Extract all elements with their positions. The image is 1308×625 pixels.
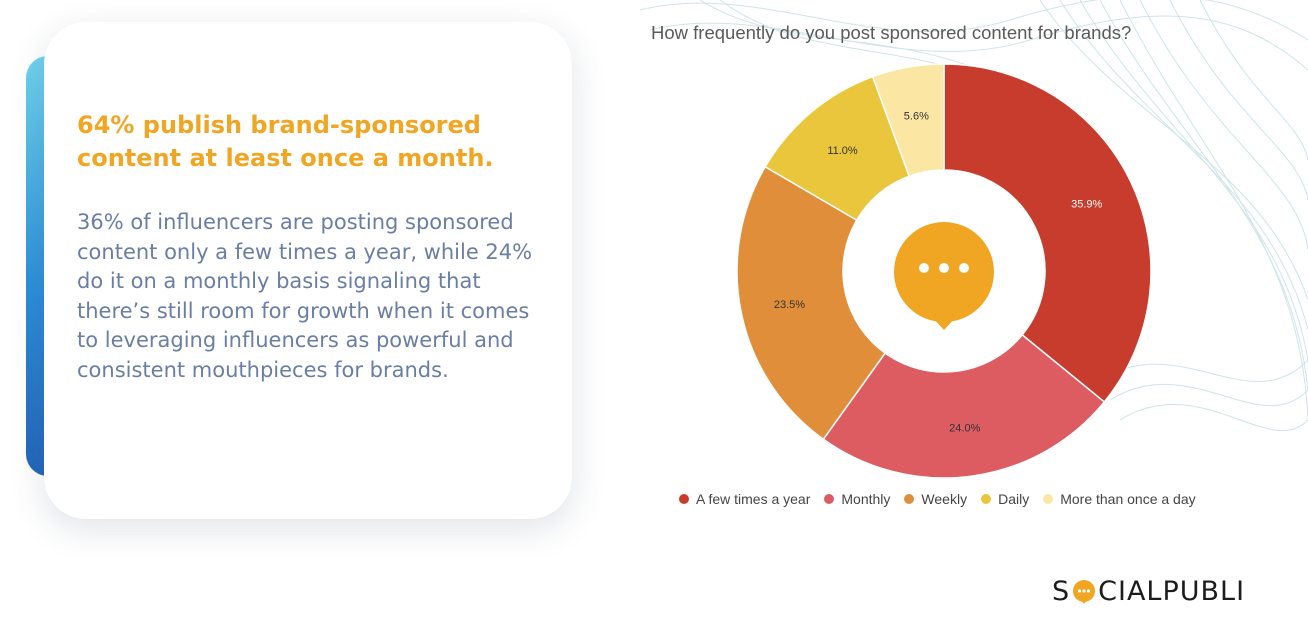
chart-legend: A few times a year Monthly Weekly Daily More…: [679, 491, 1210, 507]
legend-item: A few times a year: [679, 491, 810, 507]
center-speech-bubble-icon: [894, 222, 994, 330]
logo-bubble-icon: [1073, 579, 1096, 604]
chart-title: How frequently do you post sponsored con…: [651, 22, 1132, 43]
legend-label: More than once a day: [1060, 491, 1196, 507]
legend-item: Monthly: [824, 491, 890, 507]
legend-label: A few times a year: [696, 491, 811, 507]
slice-label: 35.9%: [1071, 198, 1102, 210]
card-body-text: 36% of influencers are posting sponsored…: [77, 210, 533, 382]
legend-dot-icon: [824, 494, 835, 504]
donut-slice-weekly: [736, 165, 887, 441]
socialpubli-logo: S CIALPUBLI: [1052, 576, 1245, 607]
slice-label: 23.5%: [774, 299, 805, 311]
legend-item: Daily: [981, 491, 1029, 507]
logo-text-right: CIALPUBLI: [1098, 576, 1246, 607]
slice-label: 24.0%: [949, 423, 980, 435]
logo-text-left: S: [1052, 576, 1071, 607]
legend-dot-icon: [1043, 494, 1054, 504]
legend-item: More than once a day: [1043, 491, 1196, 507]
donut-slice-monthly: [822, 333, 1106, 479]
legend-item: Weekly: [904, 491, 967, 507]
legend-dot-icon: [904, 494, 915, 504]
legend-label: Daily: [998, 491, 1030, 507]
legend-label: Monthly: [841, 491, 891, 507]
card-headline: 64% publish brand-sponsored content at l…: [77, 111, 494, 172]
legend-dot-icon: [981, 494, 992, 504]
slice-label: 11.0%: [827, 145, 858, 157]
donut-slice-more-than-once-a-day: [871, 63, 945, 178]
slice-label: 5.6%: [904, 110, 929, 122]
legend-label: Weekly: [921, 491, 968, 507]
info-card: [44, 22, 572, 519]
legend-dot-icon: [679, 494, 689, 504]
donut-slice-a-few-times-a-year: [943, 63, 1152, 403]
